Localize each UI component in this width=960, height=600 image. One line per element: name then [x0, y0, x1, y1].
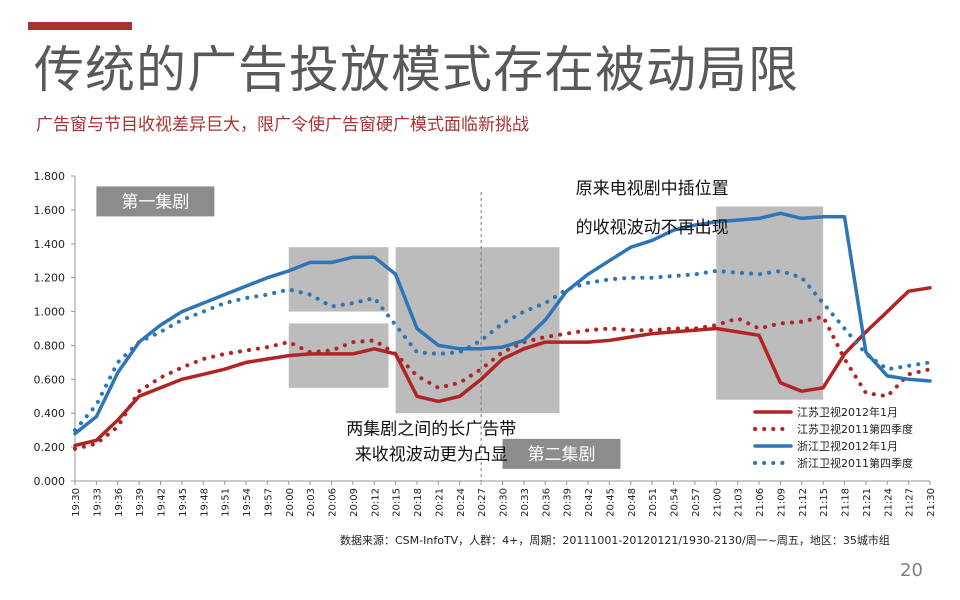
- x-tick-label: 20:12: [370, 488, 381, 517]
- x-tick-label: 19:48: [199, 488, 210, 517]
- x-tick-label: 20:24: [456, 488, 467, 517]
- x-tick-label: 19:45: [178, 488, 189, 517]
- x-tick-label: 19:42: [157, 488, 168, 517]
- x-tick-label: 20:21: [434, 488, 445, 517]
- page-title: 传统的广告投放模式存在被动局限: [34, 41, 799, 99]
- y-tick-label: 1.200: [34, 272, 66, 285]
- y-tick-label: 0.400: [34, 407, 66, 420]
- y-tick-label: 0.000: [34, 475, 66, 488]
- x-tick-label: 21:09: [776, 488, 787, 517]
- x-tick-label: 19:51: [221, 488, 232, 517]
- x-tick-label: 20:27: [477, 488, 488, 517]
- x-tick-label: 20:33: [520, 488, 531, 517]
- x-tick-label: 19:54: [242, 488, 253, 517]
- x-tick-label: 21:18: [841, 488, 852, 517]
- legend-label-2: 浙江卫视2012年1月: [797, 439, 898, 453]
- x-tick-label: 20:54: [670, 488, 681, 517]
- x-tick-label: 20:42: [584, 488, 595, 517]
- legend-label-1: 江苏卫视2011第四季度: [797, 422, 913, 436]
- x-tick-label: 21:06: [755, 488, 766, 517]
- legend-label-3: 浙江卫视2011第四季度: [797, 456, 913, 470]
- x-tick-label: 20:18: [413, 488, 424, 517]
- x-tick-label: 20:06: [328, 488, 339, 517]
- x-tick-label: 21:30: [926, 488, 937, 517]
- x-tick-label: 21:27: [905, 488, 916, 517]
- y-tick-label: 1.600: [34, 204, 66, 217]
- x-tick-label: 19:39: [135, 488, 146, 517]
- annotation-text-1: 来收视波动更为凸显: [355, 445, 508, 465]
- series-line-3: [73, 268, 932, 433]
- episode-label-box-1: [502, 438, 621, 469]
- episode-label-0: 第一集剧: [121, 192, 189, 212]
- y-tick-label: 1.400: [34, 238, 66, 251]
- y-tick-label: 0.600: [34, 373, 66, 386]
- x-tick-label: 20:36: [541, 488, 552, 517]
- x-tick-label: 21:03: [734, 488, 745, 517]
- data-source-note: 数据来源：CSM-InfoTV，人群：4+，周期：20111001-201201…: [340, 534, 890, 547]
- x-tick-label: 21:24: [883, 488, 894, 517]
- ad-break-highlight-3: [716, 206, 824, 400]
- x-tick-label: 20:39: [563, 488, 574, 517]
- x-tick-label: 20:30: [499, 488, 510, 517]
- x-tick-label: 19:36: [114, 488, 125, 517]
- x-tick-label: 20:51: [648, 488, 659, 517]
- series-line-2: [73, 211, 932, 436]
- title-accent-bar: [28, 22, 132, 30]
- x-tick-label: 20:45: [605, 488, 616, 517]
- page-number: 20: [900, 560, 923, 581]
- y-tick-label: 1.000: [34, 306, 66, 319]
- x-tick-label: 20:15: [392, 488, 403, 517]
- annotation-text-2: 原来电视剧中插位置: [576, 179, 729, 199]
- episode-label-box-0: [96, 186, 215, 217]
- x-tick-label: 20:09: [349, 488, 360, 517]
- series-line-0: [73, 286, 932, 448]
- page-subtitle: 广告窗与节目收视差异巨大，限广令使广告窗硬广模式面临新挑战: [36, 115, 529, 135]
- legend-label-0: 江苏卫视2012年1月: [797, 405, 898, 419]
- y-tick-label: 0.200: [34, 441, 66, 454]
- episode-label-1: 第二集剧: [528, 445, 596, 465]
- x-tick-label: 21:15: [819, 488, 830, 517]
- y-tick-label: 1.800: [34, 170, 66, 183]
- x-tick-label: 21:21: [862, 488, 873, 517]
- x-tick-label: 19:33: [92, 488, 103, 517]
- x-tick-label: 20:48: [627, 488, 638, 517]
- x-tick-label: 20:00: [285, 488, 296, 517]
- y-tick-label: 0.800: [34, 339, 66, 352]
- x-tick-label: 20:57: [691, 488, 702, 517]
- x-tick-label: 20:03: [306, 488, 317, 517]
- x-tick-label: 19:57: [263, 488, 274, 517]
- x-tick-label: 21:12: [798, 488, 809, 517]
- annotation-text-3: 的收视波动不再出现: [576, 218, 729, 238]
- annotation-text-0: 两集剧之间的长广告带: [346, 419, 516, 439]
- x-tick-label: 19:30: [71, 488, 82, 517]
- x-tick-label: 21:00: [712, 488, 723, 517]
